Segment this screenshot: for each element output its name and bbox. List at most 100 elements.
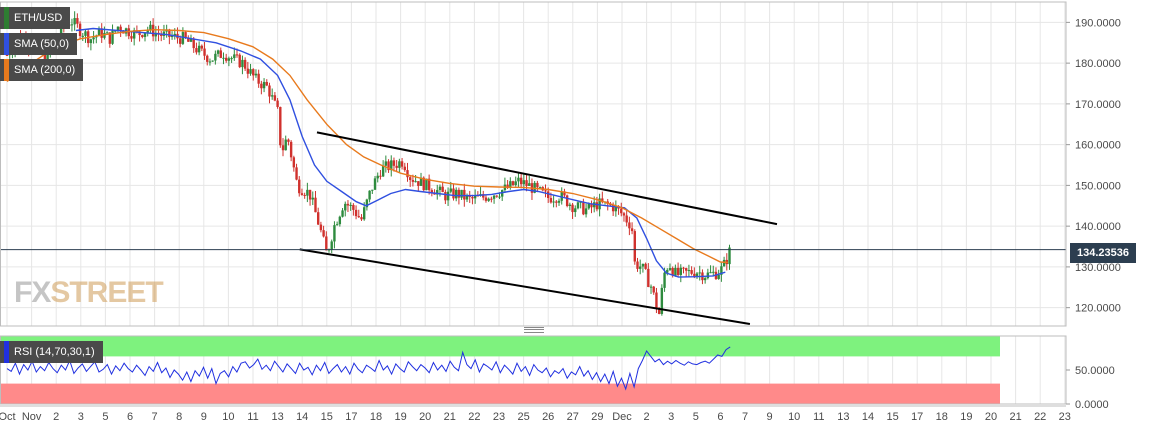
candle-body [281,145,285,151]
legend-swatch-sma-200 [4,59,9,81]
candle-body [460,189,463,198]
candle-body [5,54,9,56]
legend-swatch-sma-50 [4,33,9,55]
candle-body [400,161,404,167]
candle-body [43,52,47,64]
candle-body [544,190,547,192]
candle-body [89,39,93,44]
legend-sma-50[interactable]: SMA (50,0) [0,33,78,55]
candle-body [344,203,347,211]
candle-body [438,186,442,191]
date-axis-label: 17 [345,411,357,423]
sma-line-sma-200-0- [6,28,728,264]
legend-eth-usd[interactable]: ETH/USD [0,7,71,29]
date-axis-label: 14 [296,411,308,423]
candle-body [693,273,696,277]
pane-resize-handle[interactable] [524,327,544,333]
candle-body [368,190,371,200]
candle-body [235,54,239,56]
candle-body [143,32,147,37]
candle-body [279,106,282,146]
candle-body [552,201,555,203]
candle-body [706,272,710,279]
candle-body [116,26,120,31]
candle-body [384,161,388,166]
date-axis-label: 9 [767,411,773,423]
date-axis-label: 5 [693,411,699,423]
candle-body [97,28,101,36]
candle-body [595,202,599,210]
date-axis-label: 6 [127,411,133,423]
candle-body [192,38,195,49]
rsi-overbought-zone [0,336,1000,357]
candle-body [444,192,447,201]
candle-body [457,189,461,198]
candle-body [252,69,255,76]
candle-body [300,193,304,195]
rsi-oversold-zone [0,383,1000,404]
candle-body [233,54,236,59]
date-axis-label: Dec [612,411,632,423]
candle-body [195,48,198,53]
candle-body [371,189,374,191]
candle-body [687,270,691,272]
price-axis-label: 190.0000 [1075,17,1121,29]
candle-body [206,55,209,62]
candle-body [262,81,266,89]
candle-body [273,95,277,101]
candle-body [446,191,450,201]
candle-body [398,161,401,168]
candle-body [509,181,512,188]
candle-body [571,204,574,213]
candle-body [76,18,79,24]
candle-body [720,266,723,275]
candle-body [303,194,306,196]
date-axis-label: 14 [862,411,874,423]
date-axis-label: 2 [53,411,59,423]
candle-body [295,167,298,180]
candle-body [408,177,412,180]
candle-body [574,208,577,213]
legend-rsi[interactable]: RSI (14,70,30,1) [0,341,103,363]
candle-body [679,267,682,275]
candle-body [506,184,509,188]
candle-body [246,68,250,74]
candle-body [365,199,369,208]
candle-body [335,224,339,226]
candle-body [614,206,618,212]
date-axis-label: 18 [370,411,382,423]
date-axis-label: Oct [0,411,16,423]
candle-body [238,54,241,68]
legend-sma-200[interactable]: SMA (200,0) [0,59,84,81]
candle-body [492,195,496,199]
candle-body [108,32,112,44]
candle-body [668,268,672,270]
candle-body [184,32,187,38]
candle-body [149,24,152,30]
candle-body [568,204,572,206]
candle-body [411,179,415,182]
fxstreet-watermark-logo: FXSTREET [14,276,164,309]
candle-body [298,179,301,194]
candle-body [644,263,647,269]
date-axis-label: 11 [813,411,824,423]
candle-body [452,188,455,199]
candle-body [178,38,182,44]
date-axis-label: 27 [567,411,579,423]
candle-body [292,157,296,168]
candle-body [84,31,87,36]
candle-body [560,191,563,201]
candle-body [341,210,344,217]
candle-body [514,181,517,186]
candle-body [59,25,63,40]
date-axis-label: 19 [394,411,406,423]
candle-body [449,188,452,192]
rsi-axis-label: 0.0000 [1075,399,1109,411]
price-axis: 120.0000 130.0000 140.0000 150.0000 160.0000… [1066,17,1121,315]
candle-body [660,287,664,314]
candle-body [722,259,726,267]
candle-body [414,181,417,183]
candle-body [130,36,133,39]
price-axis-label: 170.0000 [1075,99,1121,111]
